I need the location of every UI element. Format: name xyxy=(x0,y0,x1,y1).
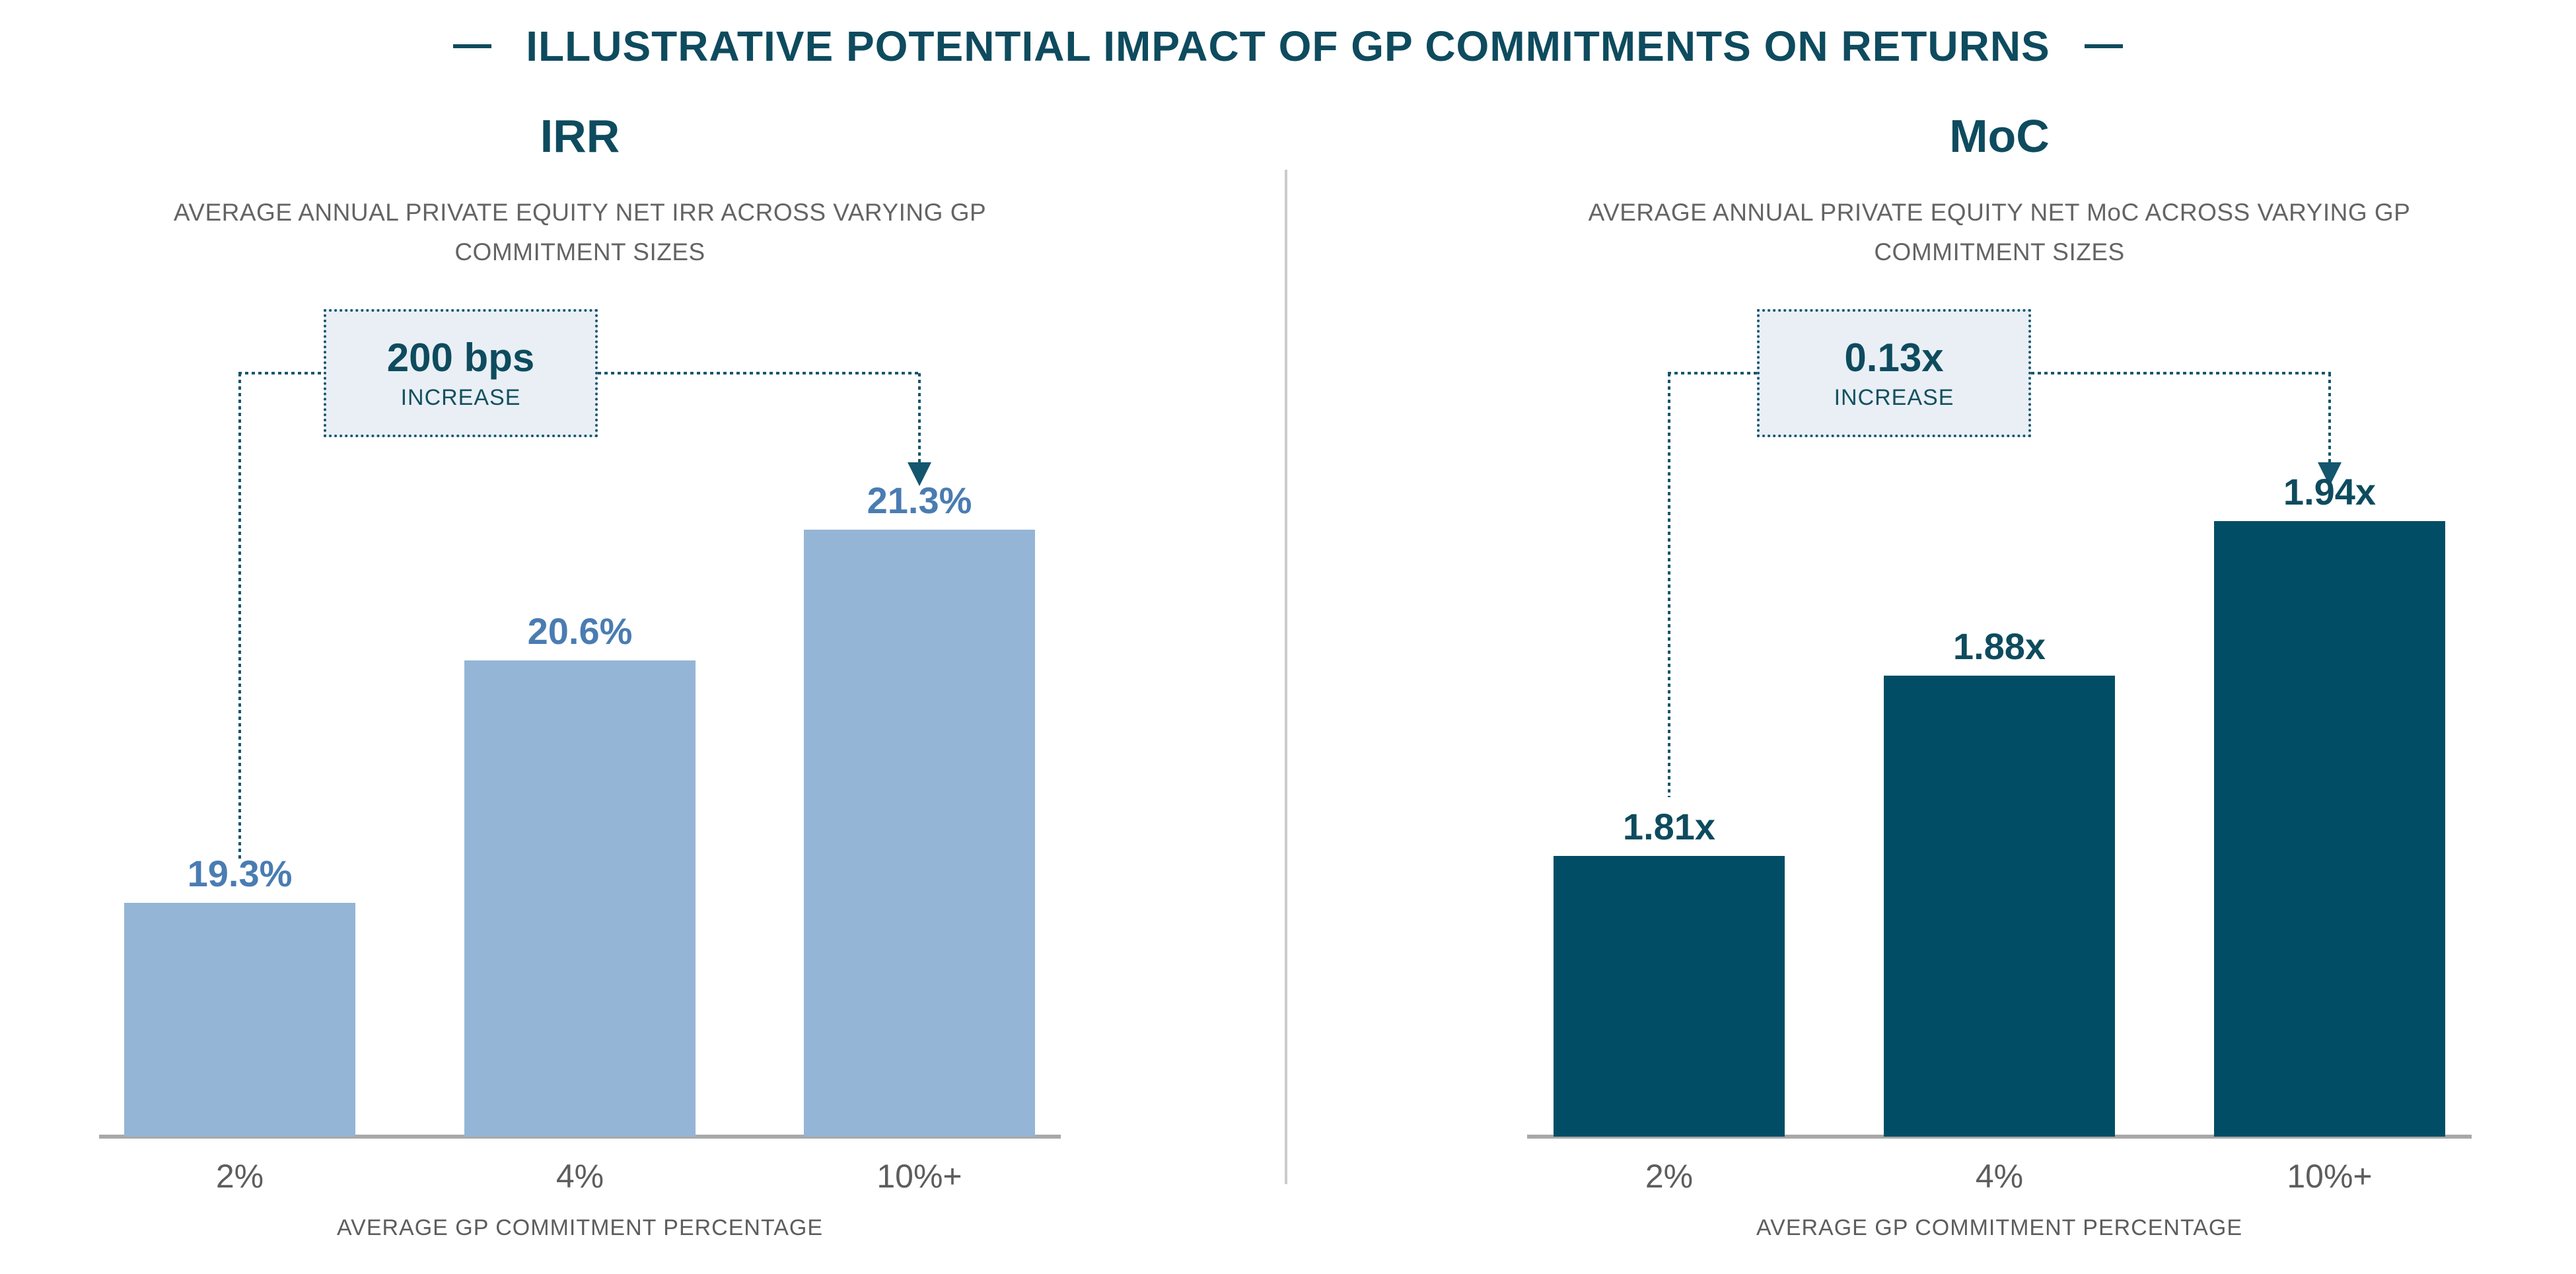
category-label: 10%+ xyxy=(2287,1158,2373,1195)
bar-2% xyxy=(124,903,355,1137)
title-dash-left-icon xyxy=(453,44,492,48)
bar-10%+ xyxy=(804,530,1035,1137)
category-label: 4% xyxy=(555,1158,604,1195)
chart-title: MoC xyxy=(1949,110,2050,162)
callout-box: 200 bps INCREASE xyxy=(324,309,598,437)
callout-line-bar3-vertical xyxy=(2328,373,2331,462)
arrow-down-icon xyxy=(2318,462,2342,486)
bar-10%+ xyxy=(2214,521,2445,1137)
chart-title: IRR xyxy=(540,110,620,162)
chart-subtitle-line1: AVERAGE ANNUAL PRIVATE EQUITY NET MoC AC… xyxy=(1588,199,2411,226)
bar-4% xyxy=(1884,676,2115,1137)
bar-value-label: 21.3% xyxy=(867,479,972,521)
header: ILLUSTRATIVE POTENTIAL IMPACT OF GP COMM… xyxy=(0,18,2576,74)
callout-box: 0.13x INCREASE xyxy=(1757,309,2031,437)
category-label: 2% xyxy=(1645,1158,1694,1195)
callout-line-left xyxy=(1668,372,1757,374)
chart-irr: IRR AVERAGE ANNUAL PRIVATE EQUITY NET IR… xyxy=(99,0,1061,1274)
arrow-down-icon xyxy=(908,462,931,486)
callout-line-bar1-vertical xyxy=(1668,373,1670,797)
category-labels: 2% 4% 10%+ xyxy=(1527,1157,2472,1203)
bar-4% xyxy=(464,660,696,1137)
callout-line-right xyxy=(598,372,921,374)
page-title: ILLUSTRATIVE POTENTIAL IMPACT OF GP COMM… xyxy=(526,22,2050,70)
chart-subtitle: AVERAGE ANNUAL PRIVATE EQUITY NET MoC AC… xyxy=(1471,193,2528,272)
bar-value-label: 20.6% xyxy=(527,610,633,652)
bar-value-label: 19.3% xyxy=(187,853,293,894)
bar-value-label: 1.88x xyxy=(1952,625,2046,667)
chart-subtitle: AVERAGE ANNUAL PRIVATE EQUITY NET IRR AC… xyxy=(52,193,1108,272)
category-label: 10%+ xyxy=(877,1158,962,1195)
callout-value: 200 bps xyxy=(386,335,535,380)
plot-area: 1.81x 1.88x 1.94x xyxy=(1527,472,2472,1139)
chart-subtitle-line2: COMMITMENT SIZES xyxy=(1874,238,2125,265)
x-axis-title: AVERAGE GP COMMITMENT PERCENTAGE xyxy=(336,1215,824,1240)
callout-line-bar3-vertical xyxy=(918,373,921,462)
callout-value: 0.13x xyxy=(1844,335,1944,380)
bar-2% xyxy=(1554,856,1785,1137)
chart-subtitle-line1: AVERAGE ANNUAL PRIVATE EQUITY NET IRR AC… xyxy=(173,199,987,226)
chart-subtitle-line2: COMMITMENT SIZES xyxy=(454,238,705,265)
x-axis-title: AVERAGE GP COMMITMENT PERCENTAGE xyxy=(1756,1215,2243,1240)
callout-label: INCREASE xyxy=(400,384,521,410)
callout-line-left xyxy=(238,372,324,374)
x-axis-line xyxy=(1527,1135,2472,1139)
title-dash-right-icon xyxy=(2084,44,2123,48)
category-label: 4% xyxy=(1975,1158,2024,1195)
callout-line-bar1-vertical xyxy=(238,373,241,860)
bar-value-label: 1.81x xyxy=(1622,806,1716,847)
category-label: 2% xyxy=(215,1158,264,1195)
category-labels: 2% 4% 10%+ xyxy=(99,1157,1061,1203)
chart-divider xyxy=(1285,170,1287,1184)
plot-area: 19.3% 20.6% 21.3% xyxy=(99,479,1061,1139)
bar-value-label: 1.94x xyxy=(2283,471,2377,513)
callout-label: INCREASE xyxy=(1834,384,1954,410)
callout-line-right xyxy=(2031,372,2331,374)
x-axis-line xyxy=(99,1135,1061,1139)
chart-moc: MoC AVERAGE ANNUAL PRIVATE EQUITY NET Mo… xyxy=(1527,0,2472,1274)
